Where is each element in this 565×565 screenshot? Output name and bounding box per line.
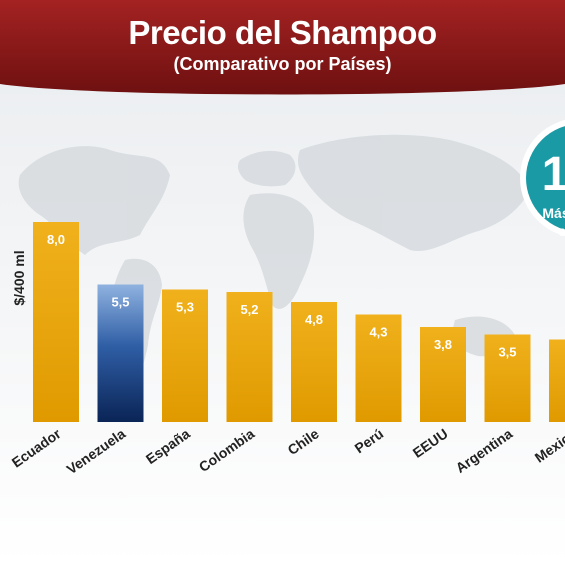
bar-mexico xyxy=(549,339,565,422)
value-label: 5,2 xyxy=(240,302,258,317)
bar-venezuela xyxy=(97,284,144,422)
value-label: 8,0 xyxy=(47,232,65,247)
y-axis-label: $/400 ml xyxy=(11,250,27,305)
chart-title: Precio del Shampoo xyxy=(128,14,437,51)
header: Precio del Shampoo (Comparativo por País… xyxy=(0,0,565,95)
bar-argentina xyxy=(484,334,531,422)
bar-perú xyxy=(355,314,402,422)
badge-line-2: c xyxy=(558,223,565,239)
value-label: 3,8 xyxy=(434,337,452,352)
value-label: 5,3 xyxy=(176,300,194,315)
badge-circle xyxy=(526,126,565,230)
chart-subtitle: (Comparativo por Países) xyxy=(173,54,392,74)
value-label: 4,3 xyxy=(369,325,387,340)
badge-line-1: Más xyxy=(542,205,565,221)
bar-ecuador xyxy=(33,222,79,422)
value-label: 5,5 xyxy=(111,295,129,310)
badge-number: 1 xyxy=(542,148,565,201)
bar-colombia xyxy=(226,292,273,422)
header-band xyxy=(0,0,565,95)
bar-españa xyxy=(162,289,208,422)
bar-eeuu xyxy=(420,327,466,422)
value-label: 3,5 xyxy=(498,345,516,360)
ranking-badge: 1 Más c xyxy=(520,119,565,239)
value-label: 4,8 xyxy=(305,312,323,327)
bar-chile xyxy=(291,302,337,422)
